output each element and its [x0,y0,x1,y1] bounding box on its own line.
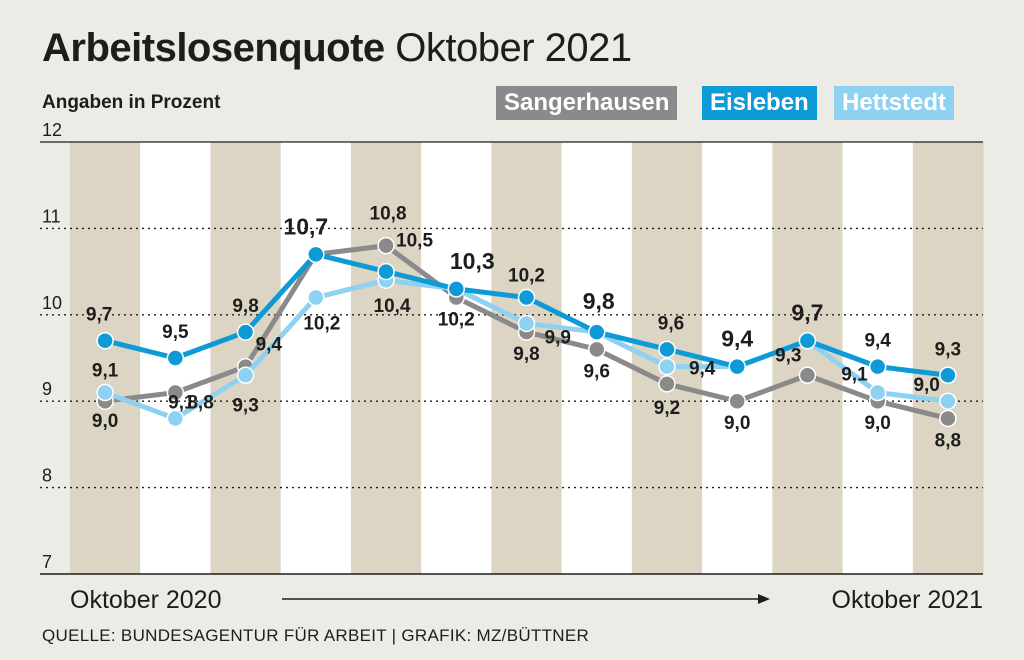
data-label-sangerhausen: 9,6 [584,361,610,382]
source-credit: QUELLE: BUNDESAGENTUR FÜR ARBEIT | GRAFI… [42,626,590,645]
data-point-hettstedt [307,288,325,307]
data-point-eisleben [96,331,114,350]
data-label-eisleben: 9,4 [721,326,753,352]
data-label-hettstedt: 9,1 [841,365,868,386]
data-point-hettstedt [517,314,536,333]
month-column [350,142,422,574]
data-label-sangerhausen: 9,8 [513,344,539,365]
data-point-eisleben [939,366,957,385]
data-label-eisleben: 9,4 [864,331,891,352]
y-tick-label: 12 [42,120,62,140]
legend-item-sangerhausen: Sangerhausen [496,86,678,120]
y-tick-label: 9 [42,379,52,399]
data-label-sangerhausen: 9,0 [864,413,890,434]
y-tick-label: 10 [42,293,62,313]
data-point-eisleben [307,245,325,264]
data-label-hettstedt: 9,1 [92,361,119,382]
data-point-sangerhausen [377,236,395,255]
y-tick-label: 7 [42,552,52,572]
month-column [70,142,141,574]
chart-title-rest: Oktober 2021 [384,26,632,70]
data-point-sangerhausen [658,375,676,393]
data-label-sangerhausen: 8,8 [935,430,961,451]
x-start-label: Oktober 2020 [70,586,222,614]
data-label-eisleben: 10,5 [396,231,433,252]
data-label-sangerhausen: 9,2 [654,398,680,419]
line-chart: 7 8 9 10 11 12 9,0 9,1 9,4 10,8 10,2 9,8 9,6 9,2 9,0 9,… [40,120,984,614]
data-point-eisleben [868,357,887,376]
data-label-hettstedt: 10,2 [303,314,340,335]
arrow-head-icon [758,594,770,604]
data-label-eisleben: 9,7 [791,300,823,326]
data-point-sangerhausen [587,340,606,359]
data-point-hettstedt [658,357,676,376]
data-point-eisleben [587,323,606,341]
data-label-eisleben: 10,7 [283,213,328,239]
data-point-sangerhausen [798,366,817,385]
data-point-hettstedt [96,383,114,402]
data-point-hettstedt [939,392,957,410]
chart-title: Arbeitslosenquote Oktober 2021 [42,26,632,71]
data-point-eisleben [517,288,536,307]
data-point-sangerhausen [728,392,746,410]
data-point-eisleben [658,340,676,359]
data-point-hettstedt [166,409,185,428]
data-point-eisleben [798,331,817,350]
data-label-sangerhausen: 9,0 [724,413,750,434]
month-column [491,142,563,574]
data-point-eisleben [728,357,746,376]
data-label-sangerhausen: 9,3 [775,345,801,366]
data-point-eisleben [377,262,395,281]
chart-subtitle: Angaben in Prozent [42,92,221,113]
month-column [421,142,492,574]
data-label-eisleben: 10,2 [508,266,545,287]
data-label-eisleben: 9,6 [658,313,684,334]
data-label-sangerhausen: 10,2 [438,310,475,331]
data-point-hettstedt [868,383,887,402]
data-point-sangerhausen [939,409,957,428]
y-tick-label: 11 [42,206,61,226]
data-label-sangerhausen: 9,1 [168,393,195,414]
data-label-hettstedt: 8,8 [187,392,213,413]
data-label-eisleben: 9,7 [86,305,112,326]
data-label-eisleben: 9,8 [232,296,258,317]
data-label-hettstedt: 9,3 [232,395,258,416]
data-point-eisleben [447,280,466,298]
data-point-sangerhausen [166,383,185,402]
data-label-sangerhausen: 9,0 [92,411,118,432]
data-point-eisleben [166,349,185,367]
data-label-sangerhausen: 9,4 [256,335,283,356]
data-label-hettstedt: 9,9 [545,327,571,348]
chart-title-bold: Arbeitslosenquote [42,26,385,70]
data-label-eisleben: 10,3 [450,248,495,274]
data-label-sangerhausen: 10,8 [370,204,407,225]
data-point-eisleben [236,323,255,341]
data-label-hettstedt: 9,4 [689,359,716,380]
month-column [912,142,984,574]
legend-item-eisleben: Eisleben [702,86,817,120]
data-point-hettstedt [236,366,255,385]
data-label-eisleben: 9,5 [162,322,189,343]
data-label-hettstedt: 10,4 [374,296,411,317]
data-label-eisleben: 9,8 [583,288,615,314]
x-end-label: Oktober 2021 [832,586,984,614]
y-tick-label: 8 [42,466,52,486]
data-label-eisleben: 9,3 [935,339,961,360]
month-column [280,142,352,574]
data-label-hettstedt: 9,0 [913,375,939,396]
legend-item-hettstedt: Hettstedt [834,86,955,120]
